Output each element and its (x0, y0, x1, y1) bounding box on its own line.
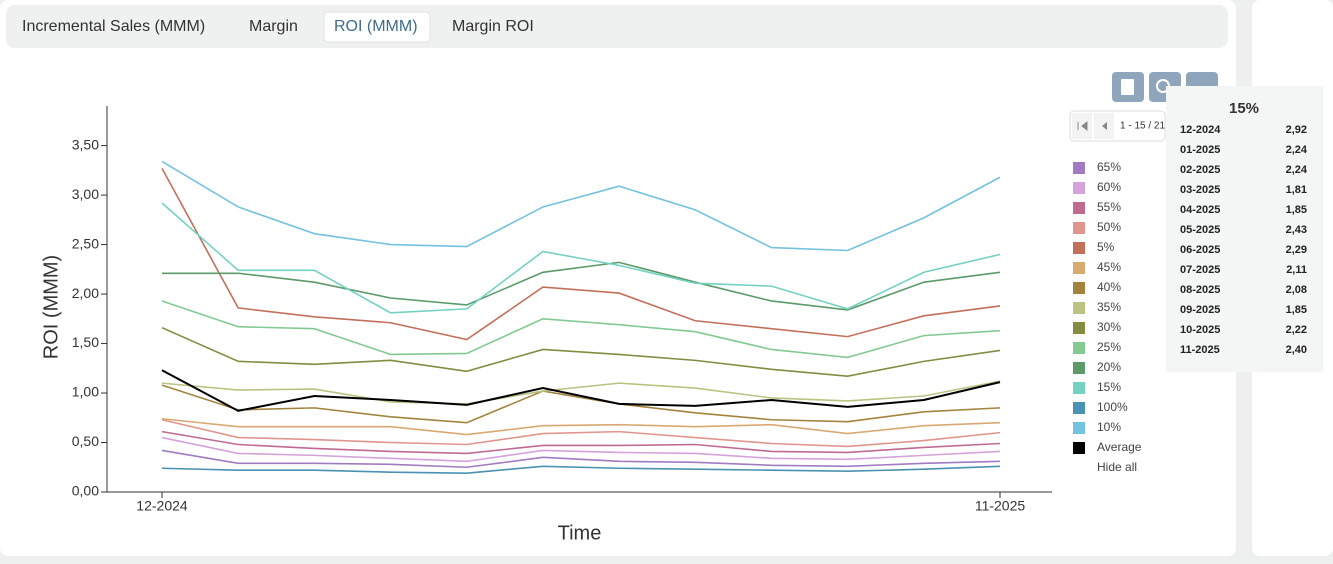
y-tick-label: 3,50 (72, 136, 99, 152)
legend-label[interactable]: 10% (1097, 420, 1121, 434)
y-tick-label: 3,00 (72, 186, 99, 202)
legend-label[interactable]: 20% (1097, 360, 1121, 374)
main-panel (0, 0, 1236, 556)
tooltip-value: 2,43 (1286, 224, 1307, 236)
legend-label[interactable]: 100% (1097, 400, 1128, 414)
legend-swatch[interactable] (1073, 262, 1085, 274)
series-line (161, 417, 1001, 436)
legend-label[interactable]: 5% (1097, 240, 1115, 254)
legend-swatch[interactable] (1073, 382, 1085, 394)
series-line (161, 167, 1001, 341)
legend-swatch[interactable] (1073, 442, 1085, 454)
legend-label[interactable]: 45% (1097, 260, 1121, 274)
legend-label[interactable]: 60% (1097, 180, 1121, 194)
series-line (162, 261, 1001, 311)
tooltip-value: 2,92 (1286, 124, 1307, 136)
legend-swatch[interactable] (1073, 322, 1085, 334)
legend-swatch[interactable] (1073, 242, 1085, 254)
series-line (161, 449, 1001, 469)
legend-swatch[interactable] (1073, 222, 1085, 234)
x-tick-label: 12-2024 (136, 498, 188, 514)
tooltip-month: 08-2025 (1180, 284, 1220, 296)
y-tick-label: 0,00 (72, 483, 99, 499)
legend-label[interactable]: 50% (1097, 220, 1121, 234)
y-tick-label: 0,50 (72, 433, 99, 449)
series-line (161, 202, 1001, 314)
series-line (161, 384, 1001, 424)
y-tick-label: 2,00 (72, 285, 99, 301)
series-line (161, 369, 1001, 412)
tooltip-value: 1,81 (1286, 184, 1307, 196)
legend-swatch[interactable] (1073, 302, 1085, 314)
pagination (1069, 110, 1166, 142)
legend-label[interactable]: 40% (1097, 280, 1121, 294)
tooltip-value: 2,24 (1286, 144, 1308, 156)
y-axis-title: ROI (MMM) (40, 255, 62, 359)
legend-label[interactable]: 30% (1097, 320, 1121, 334)
tab-bar (6, 5, 1228, 48)
legend-swatch[interactable] (1073, 342, 1085, 354)
legend-swatch[interactable] (1073, 402, 1085, 414)
legend-label[interactable]: Average (1097, 440, 1142, 454)
tooltip-value: 2,08 (1286, 284, 1307, 296)
legend-swatch[interactable] (1073, 362, 1085, 374)
tooltip-month: 01-2025 (1180, 144, 1220, 156)
tooltip-month: 11-2025 (1180, 344, 1220, 356)
tooltip-month: 07-2025 (1180, 264, 1220, 276)
tooltip-value: 2,29 (1286, 244, 1307, 256)
legend-label[interactable]: 25% (1097, 340, 1121, 354)
tooltip-month: 09-2025 (1180, 304, 1220, 316)
tooltip-month: 04-2025 (1180, 204, 1220, 216)
tooltip (1166, 86, 1323, 372)
y-tick-label: 1,50 (72, 334, 99, 350)
tooltip-month: 05-2025 (1180, 224, 1220, 236)
y-tick-label: 2,50 (72, 235, 99, 251)
legend-swatch[interactable] (1073, 162, 1085, 174)
legend-label[interactable]: 65% (1097, 160, 1121, 174)
tooltip-month: 03-2025 (1180, 184, 1220, 196)
tooltip-value: 1,85 (1286, 304, 1307, 316)
tooltip-value: 2,24 (1286, 164, 1308, 176)
legend-label[interactable]: 15% (1097, 380, 1121, 394)
tab-label[interactable]: Incremental Sales (MMM) (22, 18, 205, 35)
legend-swatch[interactable] (1073, 202, 1085, 214)
series-line (161, 160, 1001, 252)
first-icon (1077, 120, 1088, 132)
tooltip-title: 15% (1229, 100, 1259, 117)
legend-swatch[interactable] (1073, 182, 1085, 194)
tooltip-month: 06-2025 (1180, 244, 1220, 256)
series-line (161, 300, 1001, 359)
series-line (161, 326, 1001, 378)
series-line (161, 418, 1001, 448)
tooltip-value: 2,40 (1286, 344, 1307, 356)
hide-all[interactable]: Hide all (1097, 460, 1137, 474)
tooltip-month: 12-2024 (1180, 124, 1221, 136)
legend-label[interactable]: 55% (1097, 200, 1121, 214)
series-line (161, 380, 1001, 405)
tooltip-month: 02-2025 (1180, 164, 1220, 176)
tab-label[interactable]: Margin ROI (452, 18, 534, 35)
prev-icon (1102, 122, 1107, 130)
pagination-label: 1 - 15 / 21 (1120, 121, 1165, 132)
legend-swatch[interactable] (1073, 422, 1085, 434)
series-line (161, 436, 1001, 463)
active-tab[interactable] (323, 11, 431, 43)
tab-label[interactable]: ROI (MMM) (334, 18, 418, 35)
export-icon (1121, 79, 1134, 95)
tab-label[interactable]: Margin (249, 18, 298, 35)
tooltip-value: 2,22 (1286, 324, 1307, 336)
legend-swatch[interactable] (1073, 282, 1085, 294)
tooltip-month: 10-2025 (1180, 324, 1220, 336)
x-tick-label: 11-2025 (975, 498, 1026, 514)
legend-label[interactable]: 35% (1097, 300, 1121, 314)
series-line (161, 430, 1001, 455)
tooltip-value: 2,11 (1286, 264, 1307, 276)
x-axis-title: Time (558, 522, 602, 544)
y-tick-label: 1,00 (72, 384, 99, 400)
series-line (161, 465, 1001, 474)
tooltip-value: 1,85 (1286, 204, 1307, 216)
